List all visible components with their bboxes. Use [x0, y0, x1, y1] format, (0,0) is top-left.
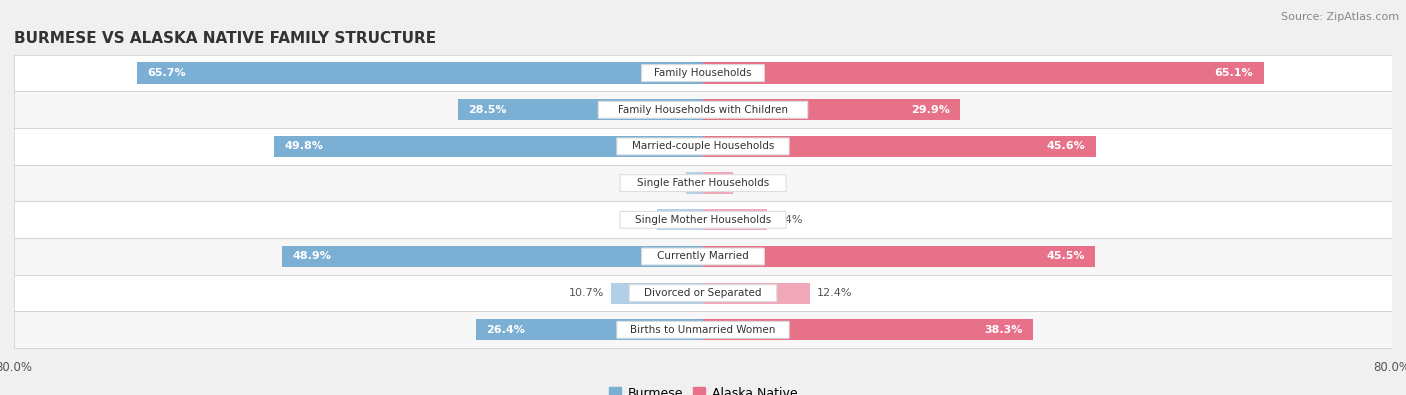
Bar	[14, 165, 1392, 201]
Bar	[14, 55, 1392, 91]
Bar	[703, 62, 1264, 84]
Text: 28.5%: 28.5%	[468, 105, 506, 115]
FancyBboxPatch shape	[620, 211, 786, 228]
Text: BURMESE VS ALASKA NATIVE FAMILY STRUCTURE: BURMESE VS ALASKA NATIVE FAMILY STRUCTUR…	[14, 30, 436, 45]
FancyBboxPatch shape	[641, 248, 765, 265]
Text: 38.3%: 38.3%	[984, 325, 1022, 335]
FancyBboxPatch shape	[620, 175, 786, 192]
Text: Currently Married: Currently Married	[657, 252, 749, 261]
Text: 2.0%: 2.0%	[651, 178, 679, 188]
Text: Divorced or Separated: Divorced or Separated	[644, 288, 762, 298]
Text: Married-couple Households: Married-couple Households	[631, 141, 775, 151]
FancyBboxPatch shape	[630, 285, 776, 302]
Text: 65.1%: 65.1%	[1215, 68, 1253, 78]
Text: 45.6%: 45.6%	[1046, 141, 1085, 151]
Bar	[14, 201, 1392, 238]
Bar	[14, 238, 1392, 275]
FancyBboxPatch shape	[599, 101, 807, 118]
Text: Family Households: Family Households	[654, 68, 752, 78]
Bar	[14, 128, 1392, 165]
Text: 10.7%: 10.7%	[568, 288, 605, 298]
Bar	[14, 91, 1392, 128]
Bar	[658, 209, 703, 230]
Text: Births to Unmarried Women: Births to Unmarried Women	[630, 325, 776, 335]
Text: 49.8%: 49.8%	[284, 141, 323, 151]
Bar	[281, 246, 703, 267]
Text: 3.5%: 3.5%	[740, 178, 768, 188]
Text: 65.7%: 65.7%	[148, 68, 186, 78]
Text: Source: ZipAtlas.com: Source: ZipAtlas.com	[1281, 12, 1399, 22]
FancyBboxPatch shape	[617, 322, 789, 338]
Bar	[274, 136, 703, 157]
Text: 12.4%: 12.4%	[817, 288, 852, 298]
Bar	[138, 62, 703, 84]
Bar	[610, 282, 703, 304]
Legend: Burmese, Alaska Native: Burmese, Alaska Native	[603, 382, 803, 395]
Bar	[457, 99, 703, 120]
Bar	[703, 99, 960, 120]
Bar	[703, 319, 1033, 340]
Text: Family Households with Children: Family Households with Children	[619, 105, 787, 115]
Text: Single Father Households: Single Father Households	[637, 178, 769, 188]
Bar	[686, 173, 703, 194]
FancyBboxPatch shape	[617, 138, 789, 155]
Bar	[475, 319, 703, 340]
Text: 5.3%: 5.3%	[623, 215, 651, 225]
Text: 7.4%: 7.4%	[773, 215, 801, 225]
Bar	[703, 136, 1095, 157]
Text: Single Mother Households: Single Mother Households	[636, 215, 770, 225]
FancyBboxPatch shape	[641, 65, 765, 81]
Bar	[703, 209, 766, 230]
Text: 29.9%: 29.9%	[911, 105, 950, 115]
Bar	[14, 275, 1392, 312]
Bar	[703, 246, 1095, 267]
Text: 48.9%: 48.9%	[292, 252, 330, 261]
Bar	[703, 173, 733, 194]
Text: 45.5%: 45.5%	[1046, 252, 1084, 261]
Bar	[14, 312, 1392, 348]
Text: 26.4%: 26.4%	[486, 325, 524, 335]
Bar	[703, 282, 810, 304]
